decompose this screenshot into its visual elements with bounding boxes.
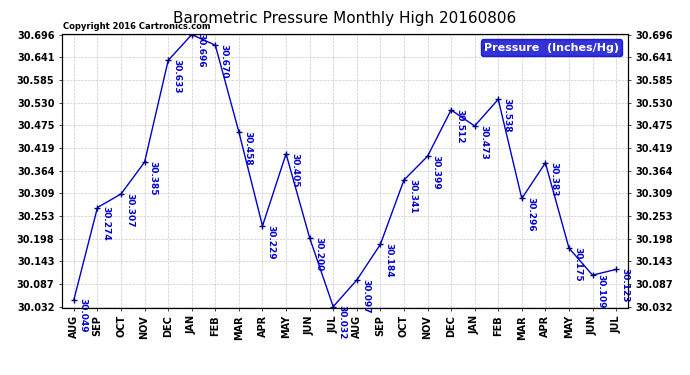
Text: 30.405: 30.405 xyxy=(290,153,299,187)
Text: 30.670: 30.670 xyxy=(219,44,228,78)
Text: 30.633: 30.633 xyxy=(172,59,181,94)
Text: Copyright 2016 Cartronics.com: Copyright 2016 Cartronics.com xyxy=(63,22,210,31)
Legend: Pressure  (Inches/Hg): Pressure (Inches/Hg) xyxy=(481,39,622,56)
Text: 30.184: 30.184 xyxy=(384,243,393,278)
Text: 30.696: 30.696 xyxy=(196,33,205,68)
Text: 30.538: 30.538 xyxy=(502,98,511,133)
Text: 30.097: 30.097 xyxy=(361,279,370,314)
Text: 30.473: 30.473 xyxy=(479,125,488,159)
Text: 30.032: 30.032 xyxy=(337,306,346,340)
Text: 30.049: 30.049 xyxy=(78,298,87,333)
Text: 30.385: 30.385 xyxy=(149,161,158,195)
Text: 30.274: 30.274 xyxy=(101,206,110,241)
Text: 30.123: 30.123 xyxy=(620,268,629,303)
Text: 30.200: 30.200 xyxy=(314,237,323,271)
Text: 30.512: 30.512 xyxy=(455,109,464,143)
Text: 30.383: 30.383 xyxy=(550,162,559,196)
Text: 30.307: 30.307 xyxy=(126,193,135,227)
Text: 30.458: 30.458 xyxy=(243,131,252,165)
Text: 30.229: 30.229 xyxy=(267,225,276,260)
Text: 30.341: 30.341 xyxy=(408,179,417,213)
Text: 30.109: 30.109 xyxy=(597,274,606,308)
Text: 30.296: 30.296 xyxy=(526,197,535,232)
Text: 30.399: 30.399 xyxy=(432,155,441,190)
Text: Barometric Pressure Monthly High 20160806: Barometric Pressure Monthly High 2016080… xyxy=(173,11,517,26)
Text: 30.175: 30.175 xyxy=(573,247,582,282)
